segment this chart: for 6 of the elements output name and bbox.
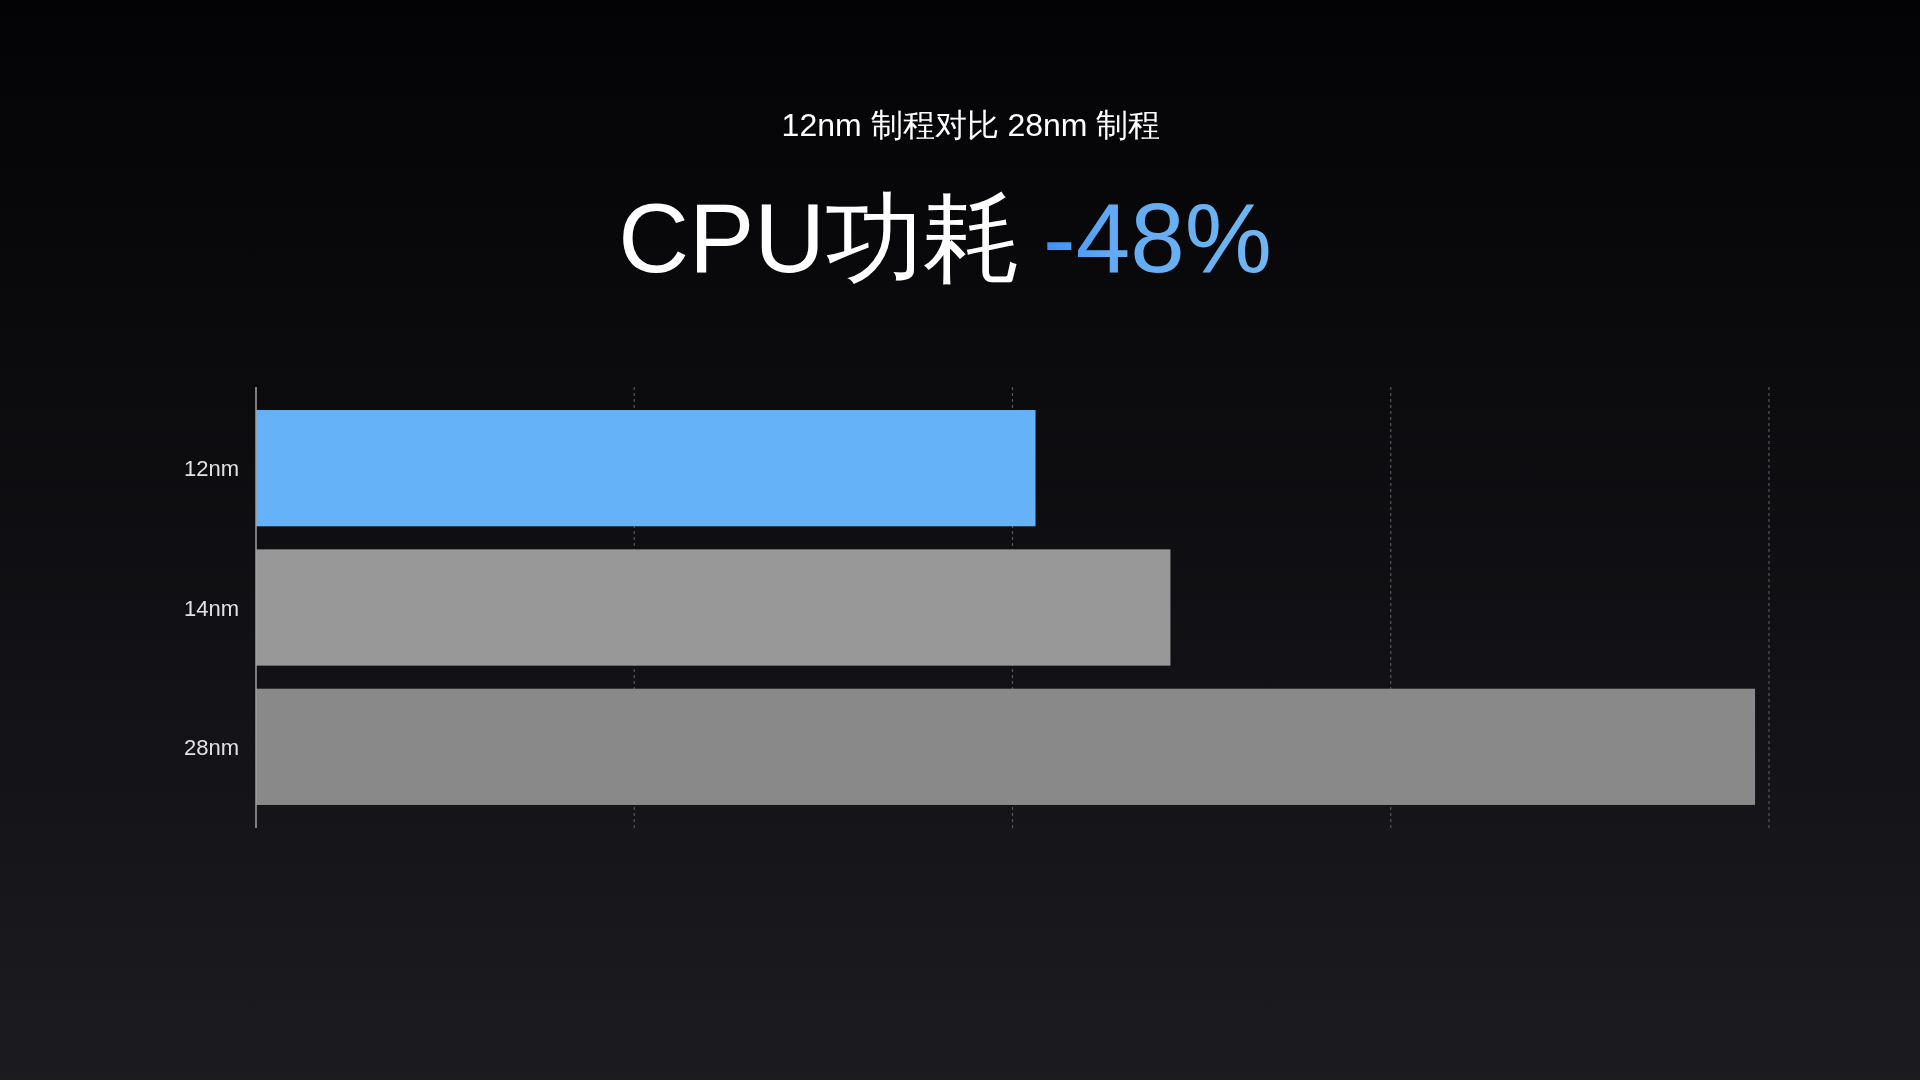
- y-tick-label: 14nm: [183, 595, 239, 621]
- chart-subtitle: 12nm 制程对比 28nm 制程: [781, 107, 1161, 143]
- y-tick-label: 28nm: [183, 734, 239, 760]
- text: -48%: [1043, 183, 1272, 293]
- y-tick-label: 12nm: [183, 456, 239, 482]
- chart-title: CPU功耗: [618, 183, 1022, 293]
